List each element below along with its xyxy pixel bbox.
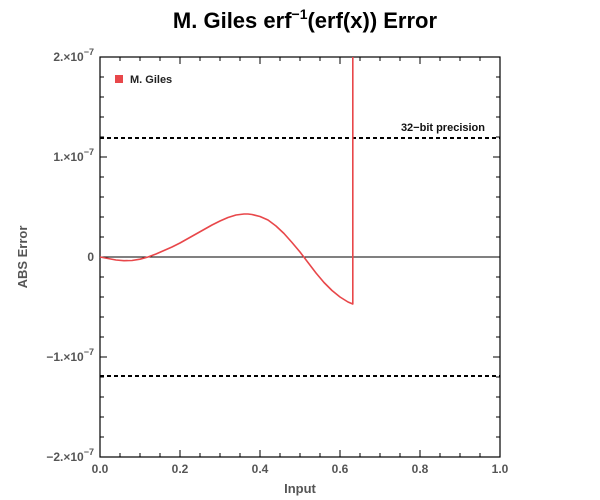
precision-annotation: 32−bit precision: [401, 122, 485, 134]
y-tick-label: 0: [87, 250, 94, 264]
legend: M. Giles: [115, 74, 172, 86]
y-tick-labels: 2.×10−7 1.×10−7 0 −1.×10−7 −2.×10−7: [46, 47, 94, 464]
x-tick-label: 0.4: [252, 462, 269, 476]
legend-swatch-m-giles: [115, 75, 123, 83]
chart-title-superscript: −1: [292, 6, 308, 22]
chart-title-suffix: (erf(x)) Error: [307, 8, 437, 33]
reference-lines: [100, 137, 500, 377]
y-tick-label: −2.×10−7: [46, 447, 94, 464]
series-group: [99, 57, 354, 305]
x-tick-label: 1.0: [492, 462, 509, 476]
x-axis-label: Input: [284, 481, 316, 496]
chart-title: M. Giles erf−1(erf(x)) Error: [173, 6, 438, 33]
y-tick-label: −1.×10−7: [46, 347, 94, 364]
x-tick-labels: 0.0 0.2 0.4 0.6 0.8 1.0: [92, 462, 509, 476]
y-tick-label: 2.×10−7: [53, 47, 94, 64]
chart-title-prefix: M. Giles erf: [173, 8, 292, 33]
legend-label-m-giles: M. Giles: [130, 74, 172, 86]
x-tick-label: 0.0: [92, 462, 109, 476]
x-tick-label: 0.8: [412, 462, 429, 476]
axis-ticks: [99, 56, 501, 458]
x-tick-label: 0.6: [332, 462, 349, 476]
series-line-m-giles: [99, 57, 354, 305]
y-axis-label: ABS Error: [15, 226, 30, 289]
y-tick-label: 1.×10−7: [53, 147, 94, 164]
x-tick-label: 0.2: [172, 462, 189, 476]
